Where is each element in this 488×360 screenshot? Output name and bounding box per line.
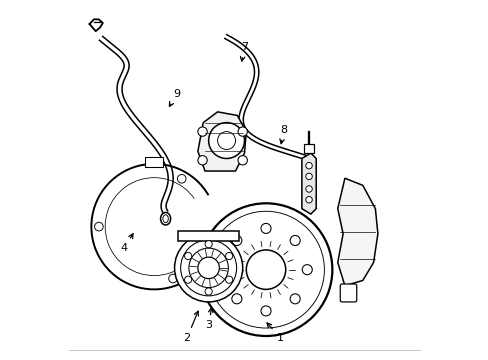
FancyBboxPatch shape: [145, 157, 163, 167]
Circle shape: [238, 156, 247, 165]
FancyBboxPatch shape: [303, 144, 314, 153]
Text: 7: 7: [240, 42, 247, 61]
FancyBboxPatch shape: [178, 231, 239, 241]
Text: 8: 8: [279, 125, 287, 144]
Text: 6: 6: [361, 208, 374, 224]
Circle shape: [184, 252, 191, 260]
Text: 4: 4: [121, 234, 133, 253]
Text: 9: 9: [169, 89, 180, 107]
Circle shape: [198, 156, 207, 165]
Text: 3: 3: [205, 308, 213, 330]
Circle shape: [225, 252, 232, 260]
Circle shape: [208, 123, 244, 158]
Circle shape: [225, 276, 232, 283]
Text: 5: 5: [219, 118, 226, 133]
Circle shape: [305, 197, 312, 203]
Circle shape: [305, 186, 312, 192]
Ellipse shape: [160, 212, 170, 225]
Polygon shape: [198, 112, 246, 171]
Circle shape: [184, 276, 191, 283]
Circle shape: [174, 234, 242, 302]
Circle shape: [204, 288, 212, 295]
Circle shape: [204, 240, 212, 248]
Circle shape: [305, 173, 312, 180]
Text: 2: 2: [183, 311, 198, 343]
Polygon shape: [301, 153, 316, 214]
Text: 1: 1: [266, 323, 283, 343]
FancyBboxPatch shape: [340, 284, 356, 302]
Polygon shape: [337, 178, 377, 286]
Circle shape: [168, 274, 177, 283]
Circle shape: [238, 127, 247, 136]
Circle shape: [198, 127, 207, 136]
Circle shape: [94, 222, 103, 231]
Circle shape: [305, 162, 312, 169]
Circle shape: [177, 175, 185, 183]
